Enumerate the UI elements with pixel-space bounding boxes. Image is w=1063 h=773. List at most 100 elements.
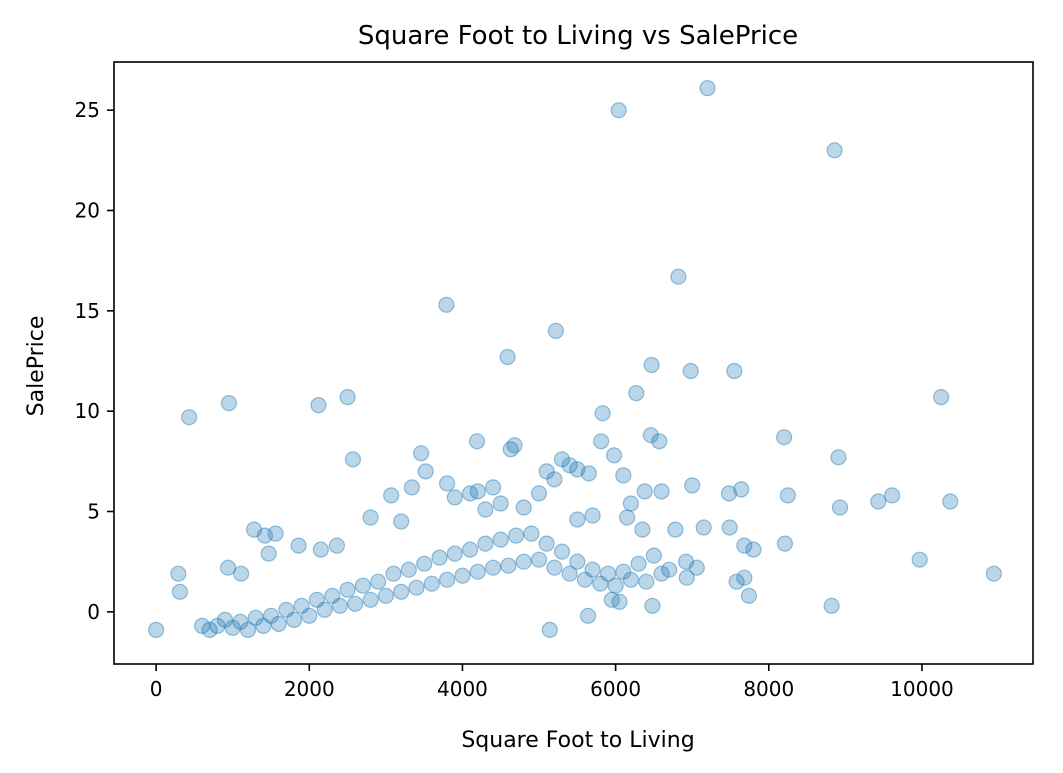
data-point	[239, 621, 257, 639]
data-point	[344, 451, 361, 468]
data-point	[446, 545, 463, 562]
data-point	[870, 493, 887, 510]
data-point	[779, 487, 797, 504]
data-point	[293, 597, 310, 614]
data-point	[720, 485, 738, 502]
y-tick-label: 0	[87, 600, 100, 624]
data-point	[776, 535, 794, 552]
data-point	[530, 551, 548, 568]
data-point	[290, 537, 307, 554]
data-point	[645, 547, 663, 564]
data-point	[170, 565, 187, 582]
data-point	[628, 385, 645, 402]
data-point	[611, 593, 628, 610]
data-point	[256, 527, 273, 544]
plot-frame	[113, 61, 1034, 665]
data-point	[653, 483, 670, 500]
data-point	[507, 527, 525, 544]
data-point	[538, 463, 555, 480]
data-point	[439, 475, 456, 492]
data-point	[594, 405, 611, 422]
data-point	[181, 409, 198, 426]
data-point	[477, 501, 494, 518]
y-tick-label: 5	[87, 499, 100, 523]
data-point	[643, 356, 660, 374]
data-point	[417, 463, 434, 480]
data-point	[830, 449, 847, 466]
data-point	[883, 487, 901, 504]
data-point	[826, 142, 843, 159]
data-point	[216, 611, 234, 629]
data-point	[911, 551, 928, 568]
data-point	[682, 362, 699, 380]
data-point	[599, 565, 617, 582]
data-point	[670, 268, 687, 285]
data-point	[201, 621, 218, 639]
data-point	[561, 565, 578, 582]
data-point	[615, 467, 632, 484]
data-point	[485, 479, 502, 496]
data-point	[316, 601, 333, 618]
data-point	[255, 617, 272, 635]
data-point	[438, 296, 455, 313]
data-point	[515, 499, 532, 516]
data-point	[262, 607, 280, 624]
data-point	[721, 519, 738, 536]
data-point	[220, 395, 237, 412]
data-point	[630, 555, 647, 572]
data-point	[569, 553, 586, 570]
data-point	[661, 561, 678, 578]
data-point	[684, 477, 701, 494]
data-point	[331, 597, 348, 614]
data-point	[688, 559, 705, 576]
data-point	[651, 433, 668, 450]
data-point	[232, 613, 249, 631]
data-point	[446, 489, 463, 506]
y-axis: 0 5 10 15 20 25	[75, 98, 114, 624]
data-point	[324, 587, 341, 604]
data-point	[634, 521, 651, 538]
x-tick-label: 10000	[890, 677, 954, 701]
data-point	[413, 445, 430, 462]
data-point	[831, 499, 849, 516]
data-point	[642, 427, 659, 444]
data-point	[736, 537, 753, 554]
data-point	[377, 587, 394, 604]
data-point	[546, 559, 563, 576]
data-point	[270, 615, 287, 633]
data-point	[400, 561, 417, 578]
data-point	[502, 441, 519, 458]
data-point	[148, 621, 165, 639]
data-point	[638, 573, 655, 590]
data-point	[699, 79, 716, 97]
data-point	[728, 573, 745, 590]
data-point	[416, 555, 433, 572]
data-point	[454, 567, 471, 584]
data-point	[354, 577, 371, 594]
data-point	[408, 579, 425, 596]
data-point	[339, 389, 356, 406]
data-point	[615, 563, 632, 580]
data-point	[561, 457, 578, 474]
data-point	[736, 569, 753, 586]
chart-title: Square Foot to Living vs SalePrice	[358, 21, 798, 51]
data-point	[607, 577, 624, 594]
y-tick-label: 20	[75, 198, 100, 222]
data-point	[580, 465, 597, 482]
data-point	[636, 483, 653, 500]
data-point	[492, 495, 509, 512]
data-point	[547, 322, 565, 339]
data-point	[603, 591, 620, 608]
data-point	[312, 541, 329, 558]
data-point	[523, 525, 540, 542]
data-point	[308, 591, 325, 608]
data-point	[285, 611, 303, 629]
data-point	[194, 617, 211, 635]
data-point	[485, 559, 502, 576]
data-point	[339, 581, 356, 598]
data-point	[541, 621, 558, 639]
data-point	[584, 507, 601, 524]
data-point	[584, 561, 601, 578]
data-point	[553, 543, 571, 560]
